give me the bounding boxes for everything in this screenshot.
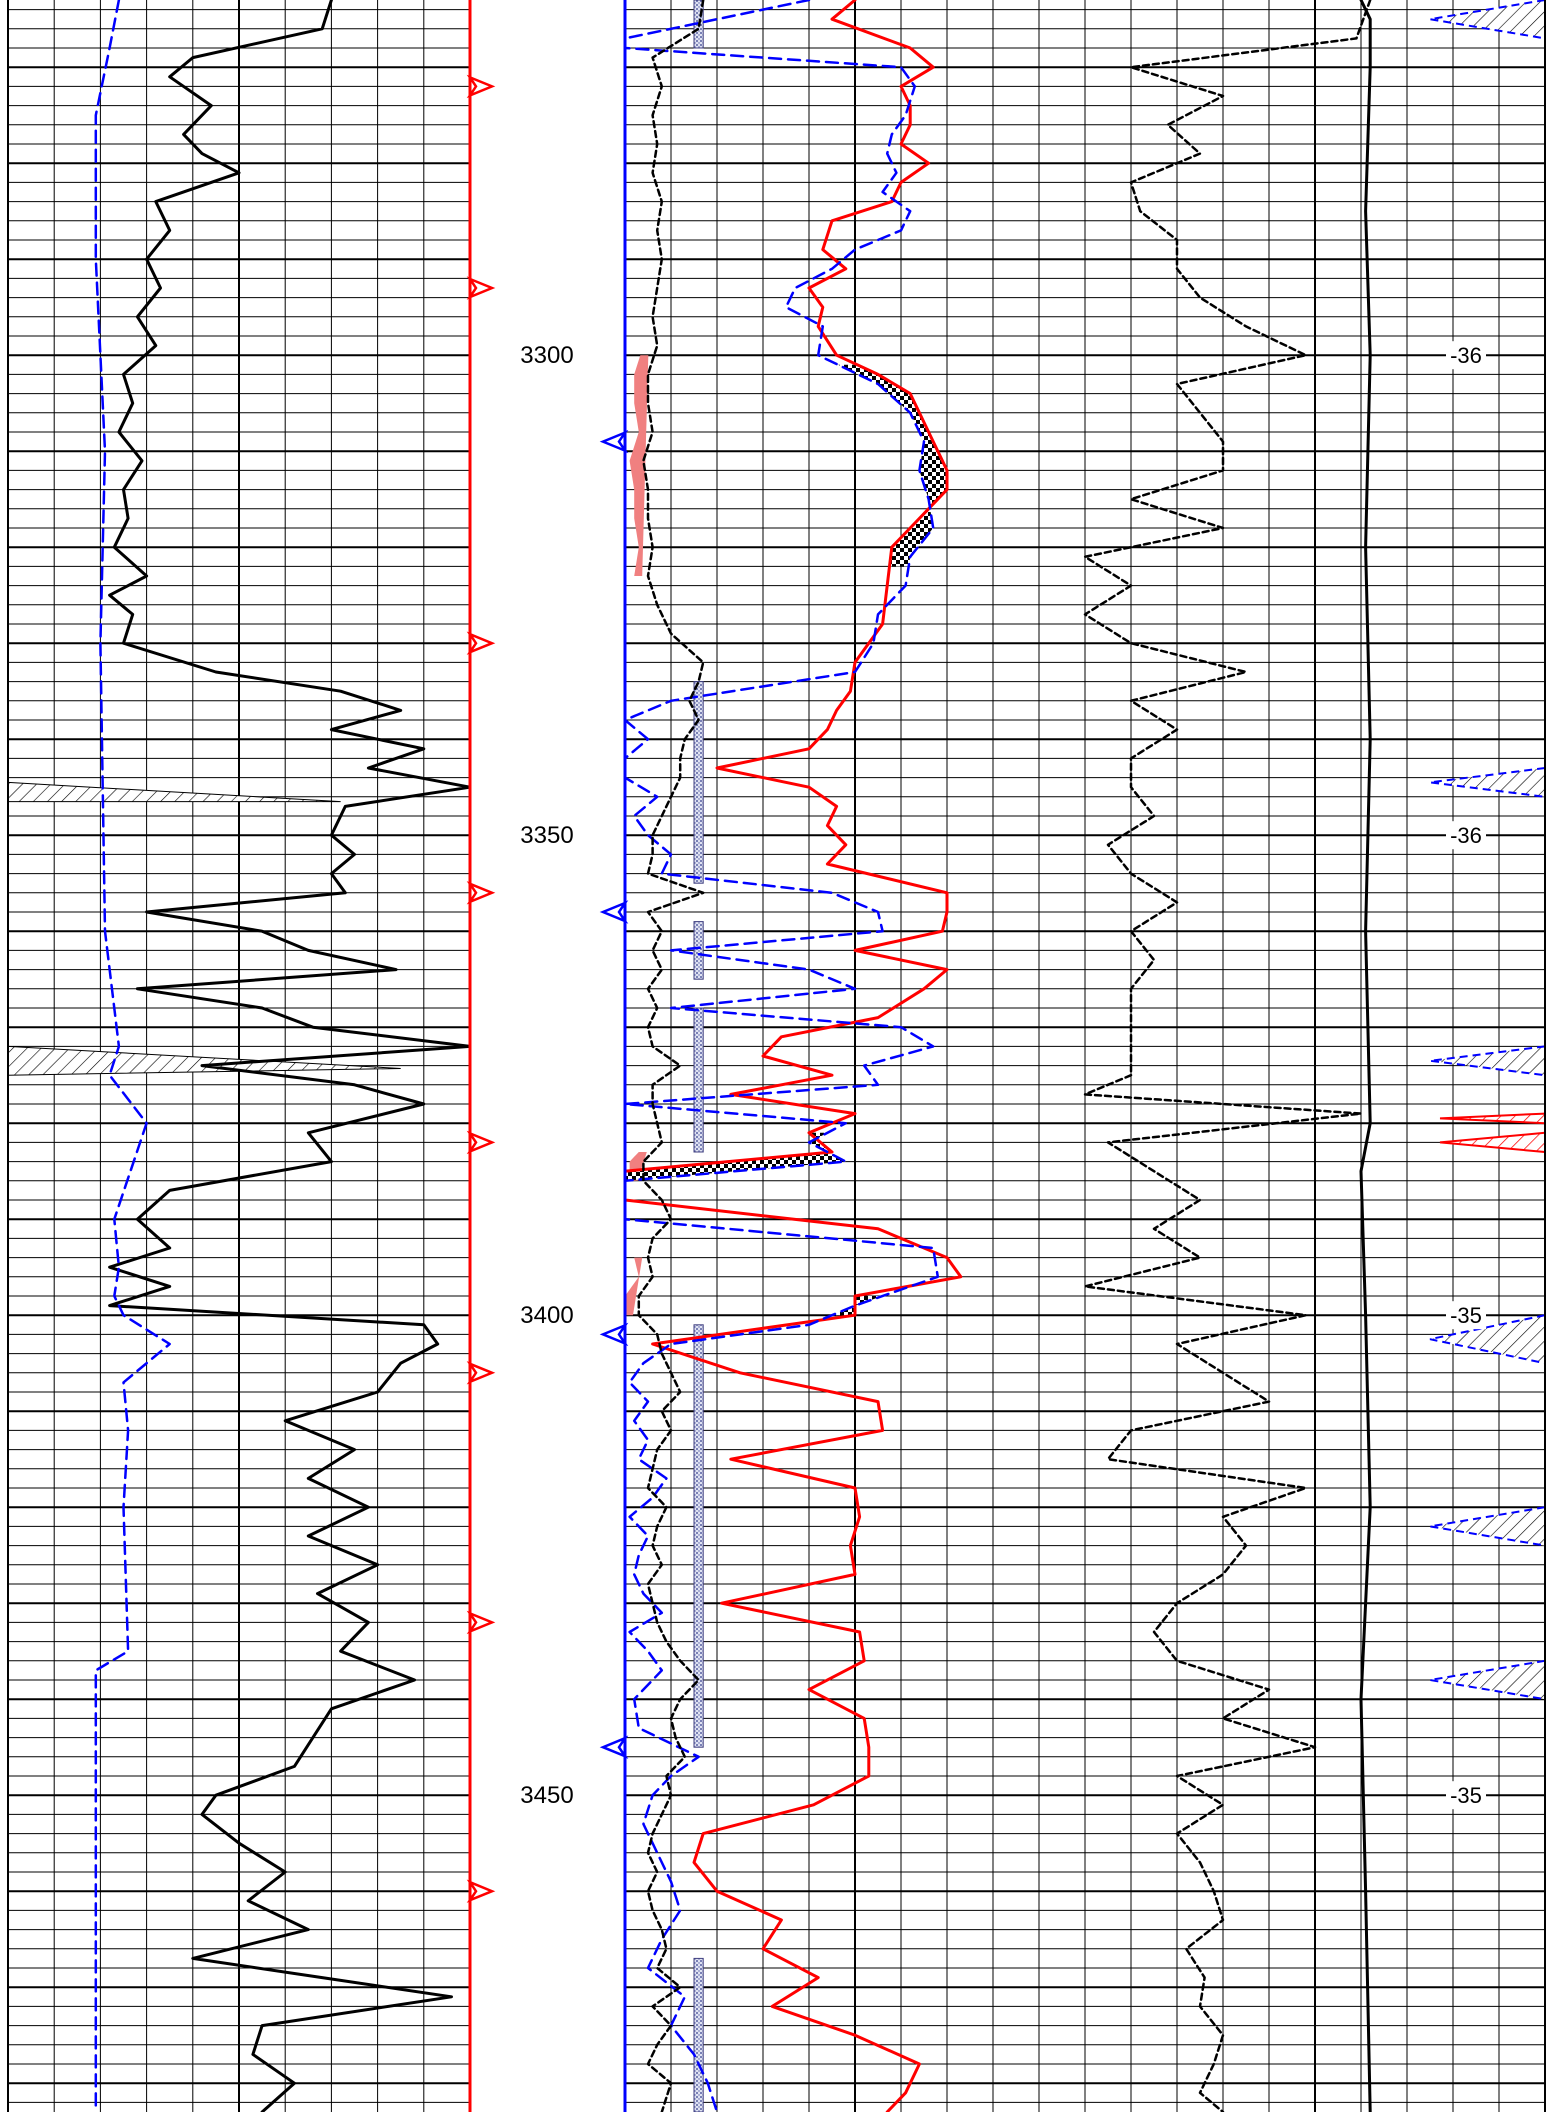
curve-layer bbox=[94, 0, 1372, 2112]
track-4-label: -36 bbox=[1450, 343, 1482, 368]
depth-label: 3300 bbox=[520, 342, 573, 369]
track-2-stipple-bar bbox=[693, 921, 704, 980]
track-4-hatched-shading bbox=[1429, 1313, 1546, 1365]
track-1-hatched-spike bbox=[7, 1045, 401, 1076]
track-2-checker-fill bbox=[832, 1296, 883, 1316]
track-4-hatched-shading bbox=[1429, 1659, 1546, 1701]
track-2-checker-fill bbox=[838, 364, 947, 471]
track-2-stipple-bar bbox=[693, 1324, 704, 1748]
track-1-black-solid-curve bbox=[108, 0, 472, 2112]
track-2-blue-dashed-curve bbox=[623, 0, 940, 2112]
track-4-hatched-shading bbox=[1429, 1045, 1546, 1077]
grid-layer bbox=[7, 0, 1546, 2112]
track-2-black-dashed-curve bbox=[637, 0, 705, 2112]
track-4-red-hatched-shading bbox=[1439, 1131, 1546, 1154]
blue-depth-marker bbox=[599, 900, 629, 924]
depth-label: 3400 bbox=[520, 1302, 573, 1329]
track-2-stipple-bar bbox=[693, 1007, 704, 1153]
track-4-hatched-shading bbox=[1429, 1506, 1546, 1547]
track-4-label: -35 bbox=[1450, 1303, 1482, 1328]
blue-depth-marker bbox=[599, 1735, 629, 1759]
red-depth-marker bbox=[466, 881, 496, 905]
track-4-label-bg bbox=[1446, 1781, 1486, 1810]
track-4-red-hatched-shading bbox=[1439, 1112, 1546, 1125]
track-1-blue-dashed-curve bbox=[94, 0, 171, 2112]
red-depth-marker bbox=[466, 74, 496, 99]
red-depth-marker bbox=[466, 1610, 496, 1635]
blue-depth-marker bbox=[599, 1322, 629, 1347]
blue-depth-marker bbox=[599, 429, 629, 454]
track-2-salmon-fill bbox=[625, 1257, 643, 1316]
track-4-label-bg bbox=[1446, 821, 1486, 850]
track-2-red-solid-curve bbox=[623, 0, 963, 2112]
depth-label: 3450 bbox=[520, 1782, 573, 1809]
red-depth-marker bbox=[466, 1130, 496, 1155]
red-depth-marker bbox=[466, 631, 496, 655]
fill-layer bbox=[7, 0, 1546, 2112]
red-depth-marker bbox=[466, 1361, 496, 1385]
track-4-label: -35 bbox=[1450, 1783, 1482, 1808]
track-4-black-solid-curve bbox=[1359, 0, 1372, 2112]
track-2-checker-fill bbox=[625, 1132, 846, 1181]
label-layer: 3300 3350 3400 3450 -36 -36 -35 -35 bbox=[520, 341, 1486, 1810]
track-4-hatched-shading bbox=[1429, 0, 1546, 40]
track-1-hatched-spike bbox=[7, 781, 341, 803]
red-depth-marker bbox=[466, 276, 496, 300]
track-2-checker-fill bbox=[889, 470, 947, 567]
depth-label: 3350 bbox=[520, 822, 573, 849]
red-depth-marker bbox=[466, 1879, 496, 1903]
track-4-label-bg bbox=[1446, 1301, 1486, 1330]
track-2-salmon-fill bbox=[629, 355, 649, 576]
track-4-label: -36 bbox=[1450, 823, 1482, 848]
track-2-stipple-bar bbox=[693, 1957, 704, 2112]
track-4-label-bg bbox=[1446, 341, 1486, 370]
track-4-black-dashed-curve bbox=[1083, 0, 1372, 2112]
track-4-hatched-shading bbox=[1429, 766, 1546, 798]
track-border-layer bbox=[7, 0, 1546, 2112]
track-2-stipple-bar bbox=[693, 681, 704, 884]
